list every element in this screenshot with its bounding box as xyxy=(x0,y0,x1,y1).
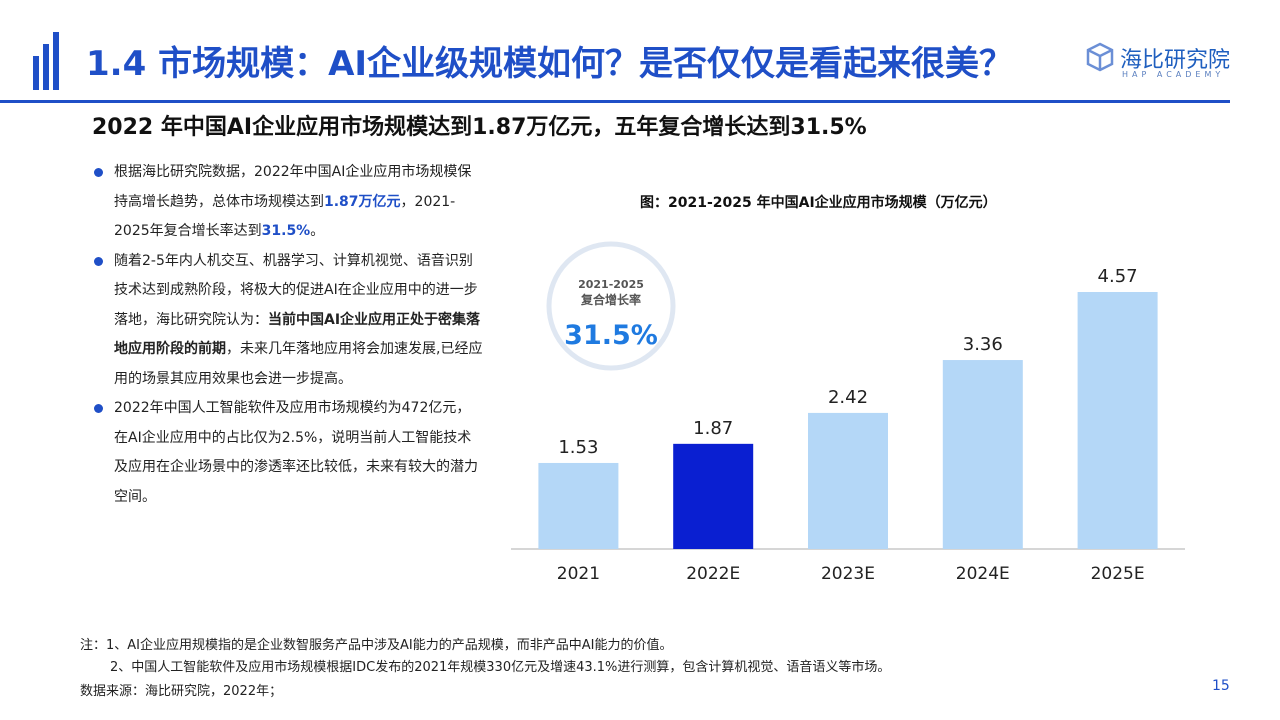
x-tick-label: 2025E xyxy=(1091,564,1145,584)
bullet-list: 根据海比研究院数据，2022年中国AI企业应用市场规模保持高增长趋势，总体市场规… xyxy=(92,158,484,512)
data-label: 4.57 xyxy=(1098,266,1138,287)
cagr-value: 31.5% xyxy=(564,320,658,351)
cagr-label: 复合增长率 xyxy=(580,292,641,307)
x-tick-label: 2022E xyxy=(686,564,740,584)
bar-2022E xyxy=(673,443,754,549)
footnote-1: 注：1、AI企业应用规模指的是企业数智服务产品中涉及AI能力的产品规模，而非产品… xyxy=(80,638,673,653)
bullet-text: 随着2-5年内人机交互、机器学习、计算机视觉、语音识别技术达到成熟阶段，将极大的… xyxy=(114,252,478,328)
bullet-text: ，未来几年落地应用将会加速发展,已经应用的场景其应用效果也会进一步提高。 xyxy=(114,341,483,387)
cube-logo-icon xyxy=(1086,42,1114,72)
page-number: 15 xyxy=(1212,678,1230,694)
data-source: 数据来源：海比研究院，2022年； xyxy=(80,684,283,699)
data-label: 2.42 xyxy=(828,387,868,408)
footnote-2: 2、中国人工智能软件及应用市场规模根据IDC发布的2021年规模330亿元及增速… xyxy=(110,660,891,675)
bullet-item: 2022年中国人工智能软件及应用市场规模约为472亿元，在AI企业应用中的占比仅… xyxy=(92,394,484,512)
bar-2024E xyxy=(942,360,1023,549)
bar-chart: 1.53 2021 1.87 2022E 2.42 2023E 3.36 2024E 4.57 2… xyxy=(511,241,1185,584)
bullet-item: 随着2-5年内人机交互、机器学习、计算机视觉、语音识别技术达到成熟阶段，将极大的… xyxy=(92,247,484,395)
title-divider xyxy=(0,100,1230,103)
bullet-item: 根据海比研究院数据，2022年中国AI企业应用市场规模保持高增长趋势，总体市场规… xyxy=(92,158,484,247)
data-label: 1.53 xyxy=(558,437,598,458)
data-label: 1.87 xyxy=(693,418,733,439)
x-tick-label: 2023E xyxy=(821,564,875,584)
bullet-text: 根据海比研究院数据，2022年中国AI企业应用市场规模保持高增长趋势，总体市场规… xyxy=(114,164,472,210)
bullet-text: ，2021-2025年复合增长率达到 xyxy=(114,193,456,240)
bullet-text: 31.5% xyxy=(261,223,311,239)
bar-2021 xyxy=(538,462,619,549)
bullet-text: 。 xyxy=(310,223,325,239)
bar-2025E xyxy=(1077,292,1158,549)
bullet-dot-icon xyxy=(94,168,103,177)
logo-text-en: HAP ACADEMY xyxy=(1122,70,1225,79)
page-title: 1.4 市场规模：AI企业级规模如何？是否仅仅是看起来很美？ xyxy=(86,44,1014,84)
x-tick-label: 2024E xyxy=(956,564,1010,584)
page-subtitle: 2022 年中国AI企业应用市场规模达到1.87万亿元，五年复合增长达到31.5… xyxy=(92,115,867,140)
data-label: 3.36 xyxy=(963,334,1003,355)
bullet-dot-icon xyxy=(94,256,103,266)
chart-title: 图：2021-2025 年中国AI企业应用市场规模（万亿元） xyxy=(640,195,997,211)
bullet-text: 2022年中国人工智能软件及应用市场规模约为472亿元，在AI企业应用中的占比仅… xyxy=(114,400,478,505)
bullet-dot-icon xyxy=(94,404,103,413)
brand-logo: 海比研究院 HAP ACADEMY xyxy=(1086,42,1236,86)
x-tick-label: 2021 xyxy=(557,564,600,584)
bar-2023E xyxy=(808,412,888,549)
logo-text-cn: 海比研究院 xyxy=(1120,48,1231,73)
title-decoration-bars xyxy=(33,32,59,90)
bullet-text: 1.87万亿元 xyxy=(324,193,401,210)
cagr-period: 2021-2025 xyxy=(578,278,644,291)
cagr-badge-ring xyxy=(546,241,676,371)
bullet-text: 当前中国AI企业应用正处于密集落地应用阶段的前期 xyxy=(114,311,481,358)
